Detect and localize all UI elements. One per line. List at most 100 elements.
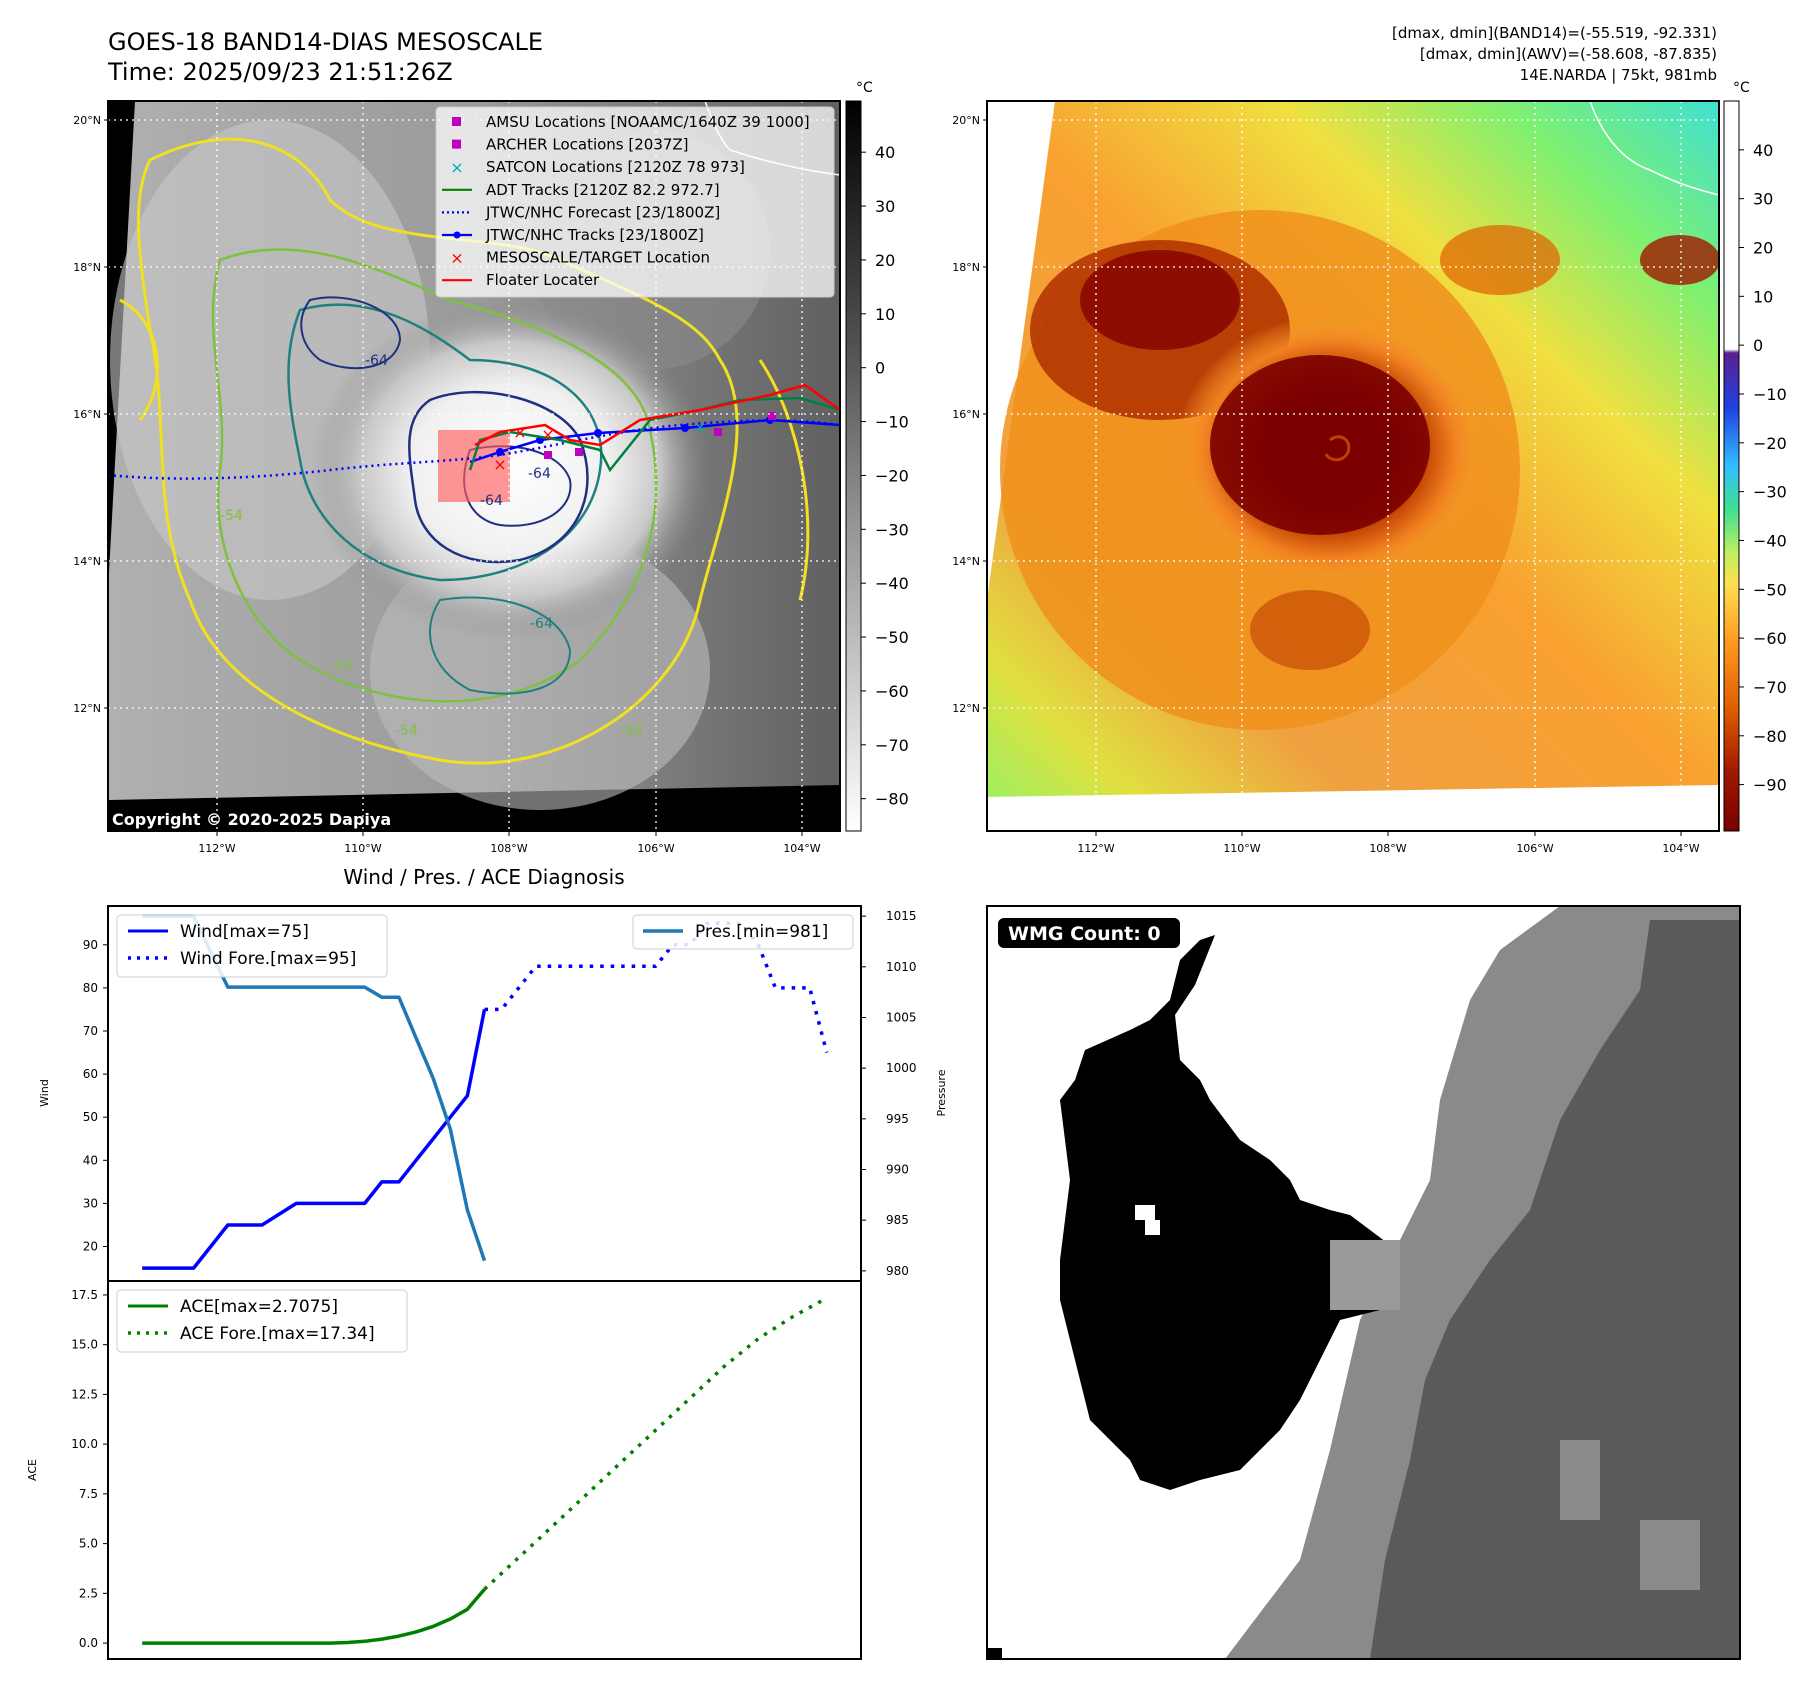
pressure-ytick-label: 995 [886,1112,909,1126]
wind-legend: Wind[max=75] Wind Fore.[max=95] [116,914,388,978]
wind-ylabel: Wind [38,1079,51,1107]
colorbar-tick-label: −70 [1753,678,1787,697]
legend-symbol-square [452,139,461,149]
pressure-ytick-label: 1015 [886,909,917,923]
contour-green [211,248,658,703]
ir-colorbar: °C 40 30 20 10 0 −10 −20 −30 −40 −50 −60 −70 −80 [845,80,909,832]
lat-tick-label: 14°N [73,555,101,568]
colorbar-tick-label: −40 [875,574,909,593]
info-line3: 14E.NARDA | 75kt, 981mb [1520,66,1717,84]
figure-title-line2: Time: 2025/09/23 21:51:26Z [107,58,453,86]
colorbar-tick-label: 30 [1753,190,1773,209]
legend-symbol-x: × [450,249,463,268]
colorbar-tick-label: 20 [1753,238,1773,257]
wmg-count-label: WMG Count: 0 [1008,923,1161,945]
awv-colorbar: °C 40 30 20 10 0 −10 −20 −30 −40 −50 −60 −70 −80 −90 [1723,80,1787,832]
lon-tick-label: 104°W [1662,842,1699,855]
pressure-ytick-label: 1000 [886,1061,917,1075]
info-line1: [dmax, dmin](BAND14)=(-55.519, -92.331) [1392,24,1717,42]
lon-tick-label: 104°W [783,842,820,855]
ir-map-panel: × × × × -64 -64 -64 -54 -54 -54 -64 -54 [107,100,841,832]
contour-label: -64 [480,493,503,509]
wind-ytick-label: 80 [83,981,98,995]
legend-symbol-square [452,117,461,126]
colorbar-tick-label: −40 [1753,531,1787,550]
map-legend-label: JTWC/NHC Forecast [23/1800Z] [485,203,720,221]
colorbar-tick-label: −10 [875,413,909,432]
figure-title-line1: GOES-18 BAND14-DIAS MESOSCALE [108,28,543,56]
copyright-text: Copyright © 2020-2025 Dapiya [112,810,391,829]
lat-tick-label: 18°N [73,261,101,274]
wind-ytick-label: 90 [83,938,98,952]
lon-tick-label: 110°W [344,842,381,855]
svg-text:×: × [513,423,526,442]
awv-colorbar-unit: °C [1733,80,1750,96]
colorbar-tick-label: −80 [1753,727,1787,746]
contour-yellow [136,137,739,765]
svg-text:×: × [694,420,706,436]
legend-ace-fore: ACE Fore.[max=17.34] [180,1324,375,1344]
lon-tick-label: 106°W [637,842,674,855]
ace-ytick-label: 7.5 [79,1487,98,1501]
lon-tick-label: 112°W [198,842,235,855]
series-line-wind-forecast [484,921,829,1054]
floater-box [438,430,510,502]
map-legend-label: ARCHER Locations [2037Z] [486,136,689,154]
ace-ytick-label: 12.5 [71,1387,98,1401]
lat-tick-label: 16°N [73,408,101,421]
lon-tick-label: 110°W [1223,842,1260,855]
map-legend-label: SATCON Locations [2120Z 78 973] [486,158,745,176]
wind-ytick-label: 60 [83,1067,98,1081]
svg-text:×: × [450,249,463,268]
legend-ace: ACE[max=2.7075] [180,1297,338,1317]
ir-lat-axis: 20°N 18°N 16°N 14°N 12°N [73,114,108,715]
map-legend-label: JTWC/NHC Tracks [23/1800Z] [485,226,704,244]
legend-pressure: Pres.[min=981] [695,922,828,942]
ace-ytick-label: 17.5 [71,1288,98,1302]
contour-yellow-2 [119,298,810,601]
colorbar-tick-label: −90 [1753,776,1787,795]
colorbar-tick-label: −20 [1753,434,1787,453]
series-line-pressure [142,914,487,1262]
wind-ytick-label: 30 [83,1196,98,1210]
pressure-ylabel: Pressure [935,1069,948,1116]
wmg-black-region [1060,935,1395,1490]
forecast-track [108,419,840,480]
colorbar-tick-label: 0 [1753,336,1763,355]
colorbar-tick-label: −10 [1753,385,1787,404]
legend-wind-fore: Wind Fore.[max=95] [180,949,356,969]
colorbar-tick-label: 30 [875,197,895,216]
svg-text:×: × [450,158,463,177]
lat-tick-label: 12°N [952,702,980,715]
pressure-ytick-label: 980 [886,1264,909,1278]
wmg-panel: WMG Count: 0 [986,905,1741,1660]
pressure-ytick-label: 1005 [886,1010,917,1024]
diagnosis-title: Wind / Pres. / ACE Diagnosis [343,865,624,889]
ace-ytick-label: 2.5 [79,1586,98,1600]
wind-pressure-panel: 20 30 40 50 60 70 80 90 980 985 990 995 1000 1005 101… [38,905,948,1282]
wind-ytick-label: 50 [83,1110,98,1124]
lat-tick-label: 20°N [952,114,980,127]
contour-label: -54 [620,723,643,739]
contour-navy-north [300,296,402,370]
legend-symbol-x: × [450,158,463,177]
series-line-ace-forecast [483,1296,828,1591]
contour-label: -54 [395,723,418,739]
contour-label: -64 [365,353,388,369]
lat-tick-label: 18°N [952,261,980,274]
lat-tick-label: 16°N [952,408,980,421]
legend-symbol-line-dot [442,231,472,239]
adt-track [468,396,840,473]
ir-lon-axis: 112°W 110°W 108°W 106°W 104°W [198,831,821,855]
lon-tick-label: 108°W [1369,842,1406,855]
colorbar-tick-label: −30 [1753,483,1787,502]
ace-ytick-label: 15.0 [71,1338,98,1352]
map-legend-label: MESOSCALE/TARGET Location [486,249,710,267]
ace-ytick-label: 10.0 [71,1437,98,1451]
lon-tick-label: 108°W [490,842,527,855]
colorbar-tick-label: −50 [875,628,909,647]
awv-lon-axis: 112°W 110°W 108°W 106°W 104°W [1077,831,1700,855]
svg-text:×: × [541,425,554,444]
colorbar-tick-label: 40 [1753,141,1773,160]
